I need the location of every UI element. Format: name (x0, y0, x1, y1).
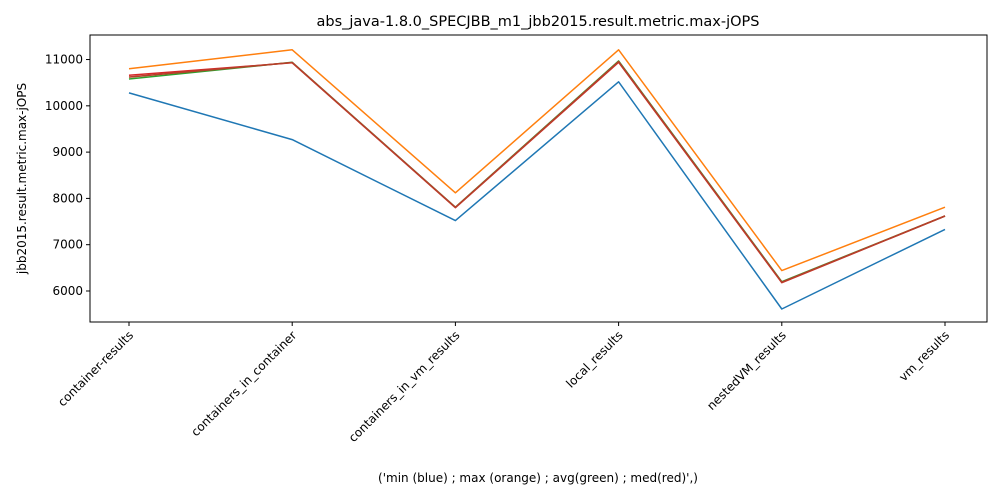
chart-title: abs_java-1.8.0_SPECJBB_m1_jbb2015.result… (316, 14, 759, 30)
y-axis-label: jbb2015.result.metric.max-jOPS (15, 83, 29, 275)
plot-frame (89, 34, 988, 323)
x-axis-ticks: container-results containers_in_container… (55, 322, 952, 445)
series-line-4 (128, 61, 946, 284)
y-tick-label: 9000 (52, 145, 83, 159)
y-tick-label: 7000 (52, 238, 83, 252)
x-tick-label: containers_in_container (188, 328, 299, 439)
x-tick-label: container-results (55, 328, 136, 409)
y-axis-ticks: 6000 7000 8000 9000 10000 11000 (45, 53, 90, 298)
x-tick-label: nestedVM_results (704, 328, 789, 413)
series-layer (128, 49, 946, 310)
series-line-2 (128, 49, 946, 272)
y-tick-label: 10000 (45, 99, 83, 113)
x-tick-label: local_results (563, 328, 625, 390)
y-tick-label: 6000 (52, 284, 83, 298)
y-tick-label: 11000 (45, 53, 83, 67)
x-tick-label: vm_results (896, 328, 952, 384)
series-overlap-line (128, 60, 946, 284)
series-line-1 (128, 81, 946, 310)
series-line-3 (128, 60, 946, 283)
x-axis-label: ('min (blue) ; max (orange) ; avg(green)… (378, 471, 698, 485)
y-tick-label: 8000 (52, 191, 83, 205)
x-tick-label: containers_in_vm_results (346, 328, 463, 445)
